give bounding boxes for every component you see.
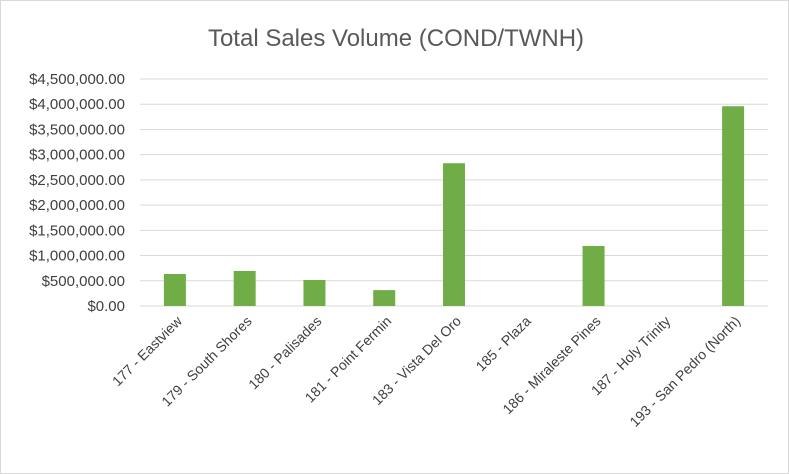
bar	[303, 280, 326, 306]
y-tick-label: $500,000.00	[42, 273, 125, 290]
y-tick-label: $1,500,000.00	[29, 222, 125, 239]
bar	[373, 290, 396, 306]
bar	[443, 163, 465, 306]
y-tick-label: $3,000,000.00	[29, 147, 125, 164]
x-tick-label: 180 - Palisades	[245, 313, 325, 393]
bar	[722, 106, 745, 307]
y-tick-label: $2,000,000.00	[29, 197, 125, 214]
y-tick-label: $3,500,000.00	[29, 121, 125, 138]
y-tick-label: $0.00	[87, 298, 125, 315]
bar	[582, 245, 605, 306]
y-tick-label: $1,000,000.00	[29, 248, 125, 265]
y-tick-label: $4,000,000.00	[29, 96, 125, 113]
bar	[163, 273, 186, 306]
y-tick-label: $4,500,000.00	[29, 71, 125, 88]
chart-title: Total Sales Volume (COND/TWNH)	[208, 25, 584, 52]
x-tick-label: 185 - Plaza	[473, 313, 535, 375]
x-tick-label: 177 - Eastview	[109, 312, 186, 389]
bar	[233, 270, 256, 306]
y-axis-tick-labels: $0.00 $500,000.00 $1,000,000.00 $1,500,000.…	[29, 71, 125, 315]
bars	[163, 106, 745, 307]
y-tick-label: $2,500,000.00	[29, 172, 125, 189]
